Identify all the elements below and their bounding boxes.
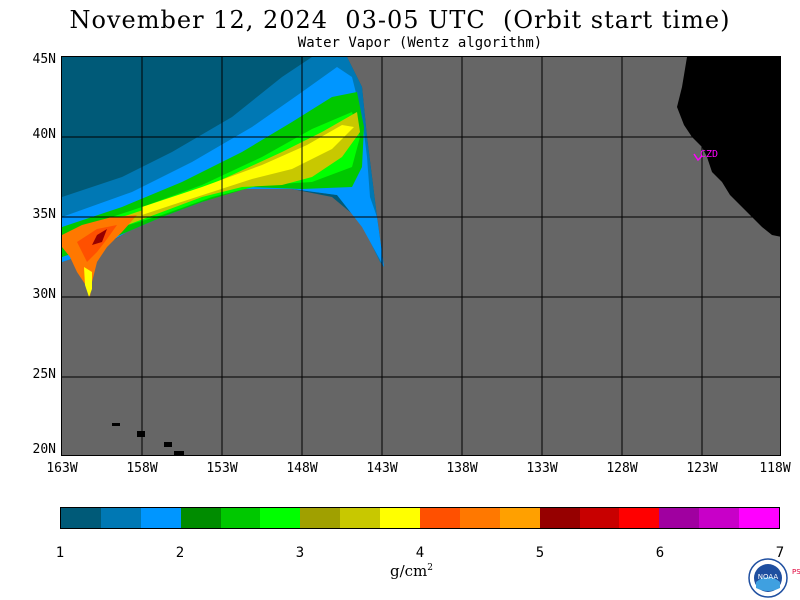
colorbar-swatch-15 — [619, 508, 660, 528]
lat-label-25n: 25N — [32, 367, 56, 382]
lat-label-40n: 40N — [32, 127, 56, 142]
noaa-logo-text: NOAA — [758, 573, 779, 581]
island-1 — [112, 423, 120, 426]
lon-label-143w: 143W — [366, 461, 398, 476]
colorbar-swatch-4 — [180, 508, 221, 528]
colorbar-swatch-1 — [61, 508, 101, 528]
colorbar-swatch-14 — [579, 508, 620, 528]
colorbar-tick-3: 3 — [295, 545, 305, 561]
lon-label-163w: 163W — [46, 461, 78, 476]
lon-label-128w: 128W — [606, 461, 638, 476]
lon-label-153w: 153W — [206, 461, 238, 476]
colorbar-swatch-6 — [260, 508, 301, 528]
lat-label-45n: 45N — [32, 52, 56, 67]
colorbar-unit: g/cm2 — [390, 562, 433, 580]
grid — [62, 57, 780, 455]
station-label: CZD — [700, 149, 718, 160]
lat-label-30n: 30N — [32, 287, 56, 302]
lat-label-35n: 35N — [32, 207, 56, 222]
island-2 — [137, 431, 145, 437]
swath-yellow-tail — [84, 267, 92, 297]
colorbar-tick-1: 1 — [55, 545, 65, 561]
swath-band-yellow — [142, 125, 354, 215]
lon-label-158w: 158W — [126, 461, 158, 476]
colorbar-swatch-11 — [459, 508, 500, 528]
colorbar-swatch-3 — [140, 508, 181, 528]
land-coast — [677, 57, 780, 237]
psl-logo-text: PSL — [792, 568, 800, 576]
colorbar-tick-4: 4 — [415, 545, 425, 561]
island-3 — [164, 442, 172, 447]
lon-label-138w: 138W — [446, 461, 478, 476]
colorbar-swatch-9 — [380, 508, 421, 528]
colorbar-swatch-13 — [539, 508, 580, 528]
colorbar-swatch-16 — [659, 508, 700, 528]
colorbar-swatch-2 — [100, 508, 141, 528]
colorbar-swatch-7 — [300, 508, 341, 528]
colorbar-tick-7: 7 — [775, 545, 785, 561]
swath-warm-region — [62, 215, 137, 297]
colorbar-swatch-5 — [220, 508, 261, 528]
lon-label-133w: 133W — [526, 461, 558, 476]
water-vapor-map: CZD — [61, 56, 781, 456]
lon-label-123w: 123W — [686, 461, 718, 476]
unit-exponent: 2 — [427, 563, 434, 573]
lon-label-118w: 118W — [759, 461, 791, 476]
page-title: November 12, 2024 03-05 UTC (Orbit start… — [69, 6, 731, 34]
island-4 — [174, 451, 184, 455]
noaa-logo-icon: NOAA — [748, 558, 788, 598]
colorbar-swatch-18 — [739, 508, 780, 528]
lat-label-20n: 20N — [32, 442, 56, 457]
colorbar-tick-6: 6 — [655, 545, 665, 561]
colorbar-swatch-17 — [699, 508, 740, 528]
colorbar-tick-2: 2 — [175, 545, 185, 561]
colorbar-swatch-10 — [420, 508, 460, 528]
colorbar-swatch-12 — [499, 508, 540, 528]
unit-text: g/cm — [390, 562, 428, 580]
swath-max-core — [92, 229, 107, 245]
page-subtitle: Water Vapor (Wentz algorithm) — [297, 35, 543, 51]
colorbar-tick-5: 5 — [535, 545, 545, 561]
station-marker — [693, 153, 703, 162]
colorbar — [60, 507, 780, 529]
colorbar-swatch-8 — [340, 508, 381, 528]
map-canvas: CZD — [62, 57, 780, 455]
lon-label-148w: 148W — [286, 461, 318, 476]
